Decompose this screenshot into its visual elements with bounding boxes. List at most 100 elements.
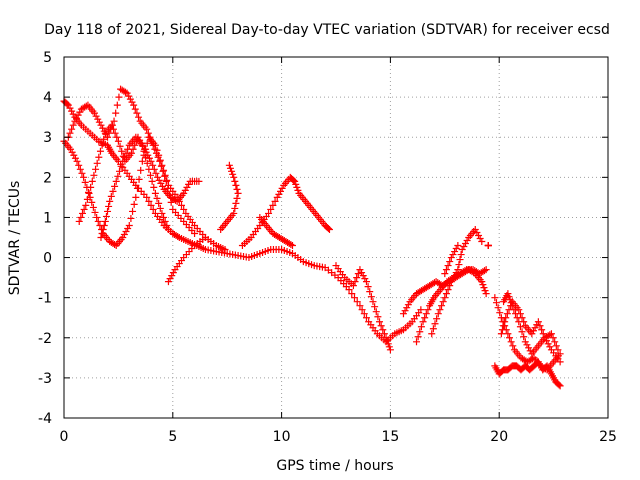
data-point (452, 245, 460, 253)
data-point (371, 303, 379, 311)
data-point (555, 381, 563, 389)
data-point (449, 251, 457, 259)
data-point (233, 185, 241, 193)
data-point (290, 176, 298, 184)
data-point (362, 278, 370, 286)
data-point (491, 294, 499, 302)
data-point (149, 141, 157, 149)
data-point (231, 177, 239, 185)
data-point (534, 318, 542, 326)
series-track-h (238, 173, 333, 250)
data-point (82, 201, 90, 209)
data-point (478, 238, 486, 246)
data-point (358, 269, 366, 277)
data-point (68, 125, 76, 133)
data-point (456, 256, 464, 264)
data-point (120, 230, 128, 238)
data-point (518, 328, 526, 336)
data-point (153, 194, 161, 202)
data-point (288, 242, 296, 250)
data-point (221, 246, 229, 254)
data-point (123, 89, 131, 97)
data-point (382, 334, 390, 342)
data-point (271, 197, 279, 205)
data-point (292, 180, 300, 188)
data-point (475, 231, 483, 239)
data-point (362, 314, 370, 322)
data-point (525, 344, 533, 352)
data-point (526, 347, 534, 355)
data-point (143, 193, 151, 201)
data-point (156, 204, 164, 212)
data-point (137, 166, 145, 174)
data-point (95, 118, 103, 126)
data-point (497, 330, 505, 338)
data-point (191, 229, 199, 237)
data-point (121, 88, 129, 96)
data-point (457, 251, 465, 259)
data-point (148, 137, 156, 145)
data-point (501, 318, 509, 326)
data-point (287, 241, 295, 249)
data-point (130, 101, 138, 109)
data-point (151, 189, 159, 197)
data-point (291, 177, 299, 185)
data-point (132, 193, 140, 201)
data-point (385, 343, 393, 351)
data-point (541, 334, 549, 342)
data-point (383, 337, 391, 345)
data-point (94, 115, 102, 123)
data-point (83, 195, 91, 203)
data-point (87, 183, 95, 191)
data-point (361, 275, 369, 283)
data-point (533, 321, 541, 329)
y-axis-label: SDTVAR / TECUs (7, 181, 23, 296)
data-point (471, 225, 479, 233)
data-point (90, 171, 98, 179)
data-point (379, 326, 387, 334)
data-point (109, 187, 117, 195)
data-point (417, 306, 425, 314)
data-point (154, 153, 162, 161)
data-point (229, 170, 237, 178)
data-point (71, 154, 79, 162)
data-point (230, 173, 238, 181)
data-point (521, 338, 529, 346)
data-point (151, 145, 159, 153)
data-point (145, 165, 153, 173)
axis-ticks: 0 5 10 15 20 25 -4 -3 -2 -1 0 1 2 3 4 5 (38, 50, 617, 445)
data-point (454, 242, 462, 250)
data-point (172, 196, 180, 204)
data-point (119, 157, 127, 165)
data-point (66, 104, 74, 112)
data-point (275, 190, 283, 198)
data-point (520, 333, 528, 341)
grid (64, 57, 608, 418)
data-point (277, 187, 285, 195)
data-point (88, 198, 96, 206)
data-point (185, 180, 193, 188)
series-track-c (64, 85, 199, 237)
y-tick-label: -2 (38, 331, 52, 347)
data-point (538, 326, 546, 334)
data-point (94, 217, 102, 225)
data-point (556, 382, 564, 390)
data-point (159, 167, 167, 175)
data-point (273, 193, 281, 201)
x-tick-label: 0 (60, 429, 69, 445)
data-point (265, 209, 273, 217)
data-point (376, 318, 384, 326)
data-point (476, 235, 484, 243)
data-point (169, 269, 177, 277)
data-point (124, 224, 132, 232)
data-point (428, 330, 436, 338)
y-tick-label: 2 (43, 170, 52, 186)
data-point (446, 282, 454, 290)
data-point (451, 272, 459, 280)
data-point (115, 93, 123, 101)
data-point (500, 322, 508, 330)
data-point (143, 125, 151, 133)
series-track-i (256, 213, 296, 250)
data-point (549, 334, 557, 342)
data-point (543, 337, 551, 345)
